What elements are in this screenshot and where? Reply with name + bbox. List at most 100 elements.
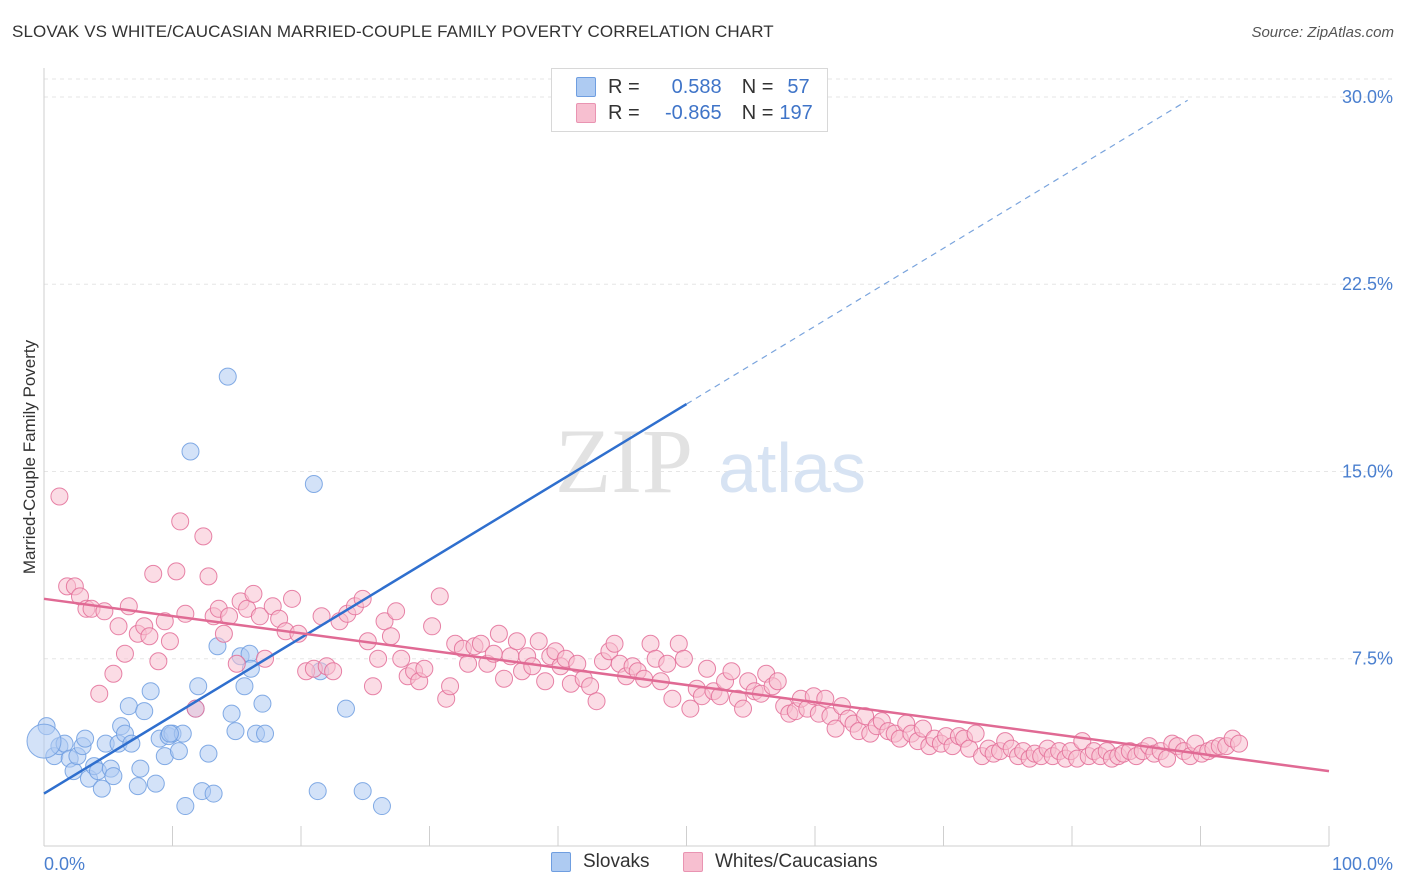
white-point [441, 677, 460, 696]
white-point [681, 699, 700, 718]
white-point [144, 564, 163, 583]
legend-r-value-slovaks: 0.588 [671, 75, 722, 98]
bottom-legend-label-whites: Whites/Caucasians [715, 851, 878, 872]
white-point [50, 487, 69, 506]
white-point [324, 662, 343, 681]
legend-box: R = 0.588 N = 57 R = -0.865 N = 197 [551, 68, 828, 132]
white-point [913, 719, 932, 738]
slovak-point [92, 779, 111, 798]
white-point [423, 617, 442, 636]
white-point [283, 589, 302, 608]
legend-row-slovaks: R = 0.588 N = 57 [576, 75, 810, 99]
slovak-point [199, 744, 218, 763]
white-point [227, 654, 246, 673]
x-tick-label: 0.0% [44, 854, 85, 874]
white-point [244, 584, 263, 603]
y-axis-label: Married-Couple Family Poverty [20, 339, 39, 574]
slovak-point [222, 704, 241, 723]
white-point [722, 662, 741, 681]
slovak-point [104, 767, 123, 786]
white-point [674, 649, 693, 668]
slovak-point [176, 797, 195, 816]
white-point [471, 634, 490, 653]
slovak-point [181, 442, 200, 461]
grid [44, 78, 1392, 660]
legend-swatch-slovaks [576, 77, 596, 97]
white-point [369, 649, 388, 668]
white-point [529, 632, 548, 651]
white-point [663, 689, 682, 708]
watermark-atlas: atlas [718, 429, 866, 507]
white-point [507, 632, 526, 651]
y-tick-label: 30.0% [1342, 87, 1393, 107]
legend-n-label: N = [741, 101, 774, 124]
bottom-legend-swatch-slovaks [551, 852, 571, 872]
white-point [430, 587, 449, 606]
white-point [104, 664, 123, 683]
source-label: Source: ZipAtlas.com [1251, 24, 1394, 41]
white-point [250, 607, 269, 626]
watermark-zip: ZIP [555, 410, 693, 512]
white-point [415, 659, 434, 678]
white-point [568, 654, 587, 673]
trend-lines [43, 99, 1330, 795]
white-point [605, 634, 624, 653]
white-point [167, 562, 186, 581]
white-point [587, 692, 606, 711]
data-points [26, 367, 1249, 816]
slovak-point [189, 677, 208, 696]
slovak-point [218, 367, 237, 386]
slovak-point [141, 682, 160, 701]
x-tick-label: 100.0% [1332, 854, 1393, 874]
white-point [698, 659, 717, 678]
slovak-point [308, 782, 327, 801]
slovak-trend-line [43, 403, 688, 795]
slovak-point [146, 774, 165, 793]
white-point [1230, 734, 1249, 753]
slovak-point-large [26, 723, 62, 759]
chart-title: SLOVAK VS WHITE/CAUCASIAN MARRIED-COUPLE… [12, 22, 774, 41]
bottom-legend-swatch-whites [683, 852, 703, 872]
white-point [459, 654, 478, 673]
white-point [669, 634, 688, 653]
legend-n-label: N = [741, 75, 774, 98]
white-point [966, 724, 985, 743]
white-point [826, 719, 845, 738]
slovak-point [226, 722, 245, 741]
y-tick-label: 22.5% [1342, 274, 1393, 294]
white-point [392, 649, 411, 668]
bottom-legend-whites: Whites/Caucasians [683, 851, 878, 873]
white-point [140, 627, 159, 646]
white-point [199, 567, 218, 586]
white-point [149, 652, 168, 671]
slovak-point [169, 742, 188, 761]
legend-n-value-whites: 197 [779, 101, 813, 124]
ticks: 7.5% 15.0% 22.5% 30.0% 0.0% 100.0% [44, 87, 1393, 874]
y-tick-label: 15.0% [1342, 461, 1393, 481]
slovak-trend-extension [686, 99, 1188, 405]
white-trend-line [43, 597, 1330, 773]
white-point [160, 632, 179, 651]
slovak-point [256, 724, 275, 743]
slovak-point [135, 702, 154, 721]
white-point [641, 634, 660, 653]
slovak-point [235, 677, 254, 696]
white-point [194, 527, 213, 546]
slovak-point [372, 797, 391, 816]
white-point [489, 624, 508, 643]
white-point [119, 597, 138, 616]
legend-row-whites: R = -0.865 N = 197 [576, 101, 813, 125]
white-point [115, 644, 134, 663]
legend-r-label: R = [608, 75, 640, 98]
slovak-point [160, 724, 179, 743]
bottom-legend-label-slovaks: Slovaks [583, 851, 650, 872]
slovak-point [119, 697, 138, 716]
slovak-point [131, 759, 150, 778]
bottom-legend-slovaks: Slovaks [551, 851, 650, 873]
white-point [171, 512, 190, 531]
white-point [387, 602, 406, 621]
y-tick-label: 7.5% [1352, 649, 1393, 669]
white-point [581, 677, 600, 696]
slovak-point [336, 699, 355, 718]
